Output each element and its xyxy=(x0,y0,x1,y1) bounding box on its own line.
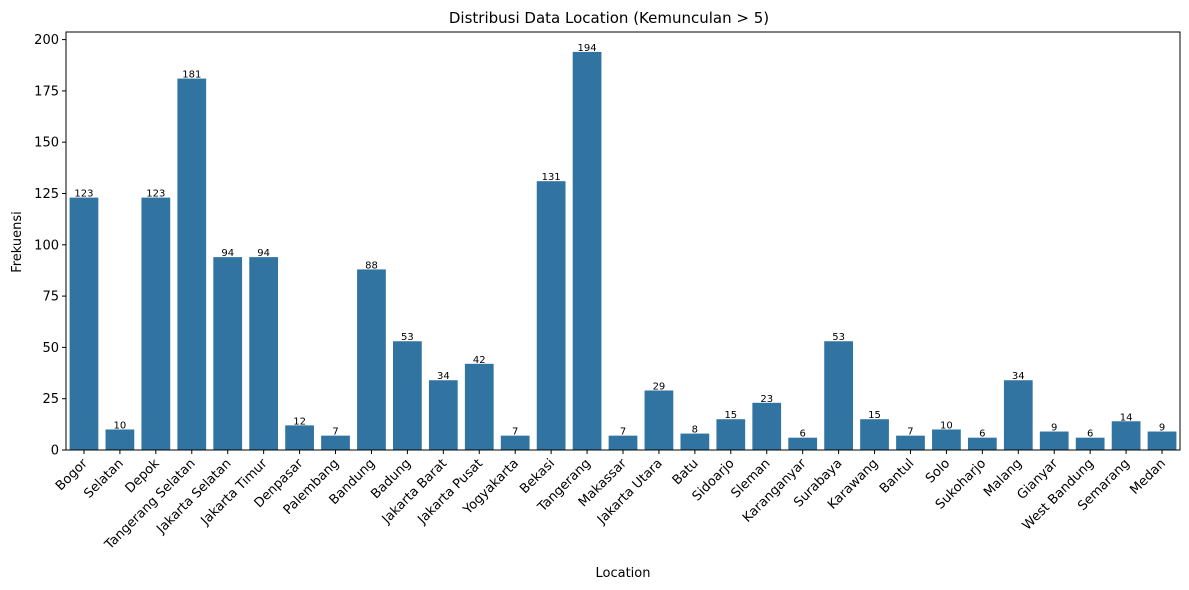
bar-sukoharjo xyxy=(967,437,997,450)
data-label: 34 xyxy=(437,371,450,382)
data-label: 15 xyxy=(724,410,737,421)
bar-depok xyxy=(141,197,171,450)
bar-solo xyxy=(932,429,961,450)
bar-jakarta-selatan xyxy=(213,257,243,450)
bar-bogor xyxy=(69,197,99,450)
data-label: 94 xyxy=(221,248,234,259)
x-tick-label: Solo xyxy=(923,456,953,486)
x-axis-label: Location xyxy=(596,566,651,581)
data-label: 23 xyxy=(760,394,773,405)
bar-jakarta-barat xyxy=(428,380,458,450)
bar-sidoarjo xyxy=(716,419,746,450)
bar-west-bandung xyxy=(1075,437,1105,450)
x-tick-label: Jakarta Utara xyxy=(594,456,666,528)
bar-karanganyar xyxy=(788,437,818,450)
bars-group xyxy=(69,51,1177,451)
x-tick-label: Batu xyxy=(670,456,702,488)
data-label: 8 xyxy=(692,425,698,436)
bar-surabaya xyxy=(824,341,853,450)
bar-makassar xyxy=(608,435,638,450)
data-labels-group: 123 10 123 181 94 94 12 7 88 53 34 42 7 131 194 7 29 8 15 2… xyxy=(74,43,1165,440)
data-label: 6 xyxy=(979,429,985,440)
bar-malang xyxy=(1003,380,1033,450)
data-label: 12 xyxy=(293,416,306,427)
x-tick-label: Bantul xyxy=(877,456,917,496)
x-tick-label: Selatan xyxy=(81,456,126,501)
y-tick-label: 175 xyxy=(34,84,59,99)
data-label: 53 xyxy=(401,332,414,343)
bar-sleman xyxy=(752,402,782,450)
bar-bantul xyxy=(896,435,925,450)
y-tick-label: 100 xyxy=(34,238,59,253)
bar-bandung xyxy=(357,269,386,450)
data-label: 7 xyxy=(512,427,518,438)
bar-bekasi xyxy=(536,181,566,450)
y-tick-label: 75 xyxy=(42,290,59,305)
bar-jakarta-pusat xyxy=(464,363,494,450)
bar-tangerang xyxy=(572,51,602,451)
plot-frame xyxy=(65,31,1181,451)
data-label: 181 xyxy=(182,70,201,81)
y-tick-label: 200 xyxy=(34,33,59,48)
data-label: 42 xyxy=(473,355,486,366)
bar-batu xyxy=(680,433,710,450)
bar-jakarta-timur xyxy=(249,257,279,450)
data-label: 9 xyxy=(1159,423,1165,434)
y-tick-label: 25 xyxy=(42,392,59,407)
bar-karawang xyxy=(860,419,889,450)
data-label: 88 xyxy=(365,260,378,271)
data-label: 194 xyxy=(578,43,597,54)
data-label: 7 xyxy=(907,427,913,438)
bar-gianyar xyxy=(1039,431,1069,450)
y-axis-label: Frekuensi xyxy=(10,211,25,273)
chart-title: Distribusi Data Location (Kemunculan > 5… xyxy=(449,9,769,27)
bar-denpasar xyxy=(285,425,314,450)
x-tick-label: Medan xyxy=(1127,456,1168,497)
data-label: 131 xyxy=(542,172,561,183)
y-tick-label: 150 xyxy=(34,136,59,151)
bar-jakarta-utara xyxy=(644,390,674,450)
data-label: 9 xyxy=(1051,423,1057,434)
bar-medan xyxy=(1147,431,1177,450)
bar-selatan xyxy=(105,429,135,450)
data-label: 94 xyxy=(257,248,270,259)
data-label: 6 xyxy=(799,429,805,440)
data-label: 15 xyxy=(868,410,881,421)
data-label: 7 xyxy=(332,427,338,438)
data-label: 10 xyxy=(940,420,953,431)
data-label: 53 xyxy=(832,332,845,343)
y-axis: 0 25 50 75 100 125 150 175 200 xyxy=(34,33,66,459)
data-label: 14 xyxy=(1120,412,1133,423)
data-label: 7 xyxy=(620,427,626,438)
bar-semarang xyxy=(1111,421,1141,450)
bar-palembang xyxy=(321,435,350,450)
data-label: 123 xyxy=(74,189,93,200)
y-tick-label: 0 xyxy=(51,444,59,459)
y-tick-label: 125 xyxy=(34,187,59,202)
data-label: 6 xyxy=(1087,429,1093,440)
y-tick-label: 50 xyxy=(42,341,59,356)
bar-yogyakarta xyxy=(500,435,530,450)
bar-tangerang-selatan xyxy=(177,78,207,451)
data-label: 123 xyxy=(146,189,165,200)
data-label: 29 xyxy=(653,381,666,392)
data-label: 10 xyxy=(114,420,127,431)
bar-badung xyxy=(393,341,422,450)
data-label: 34 xyxy=(1012,371,1025,382)
